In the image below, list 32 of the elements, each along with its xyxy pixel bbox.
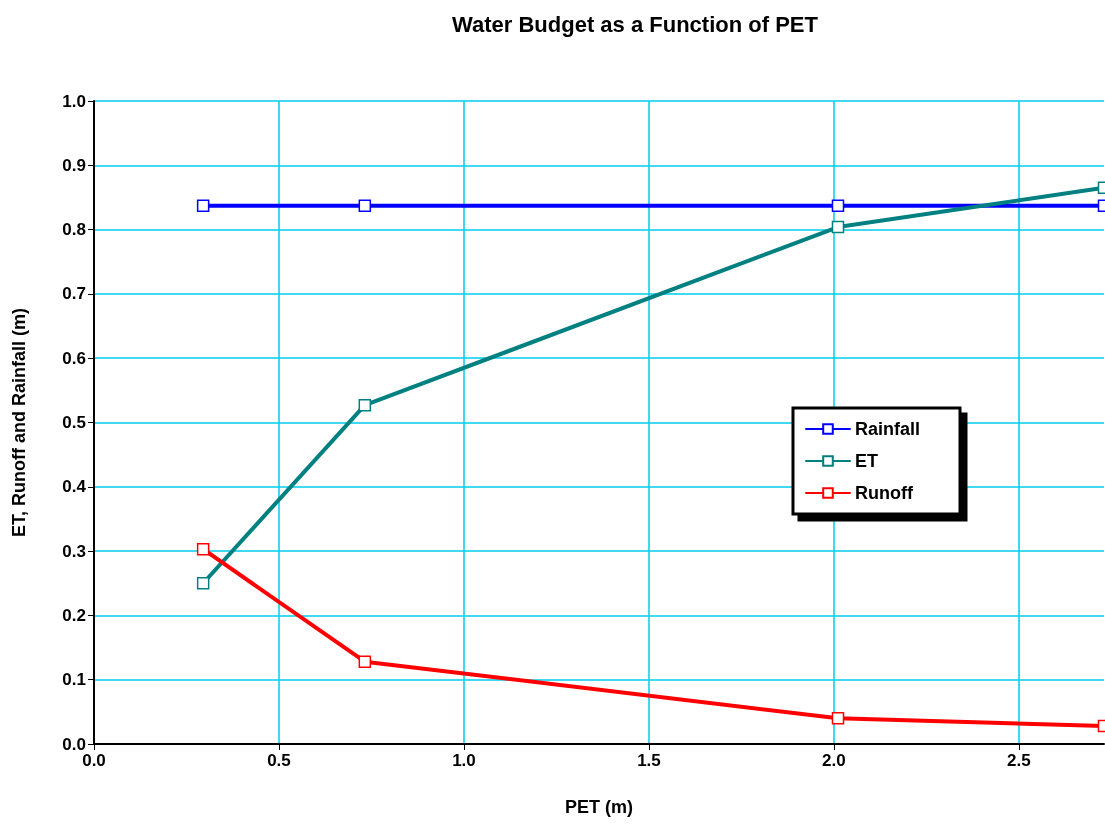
y-tick-label: 0.7: [62, 284, 86, 304]
point: [831, 220, 845, 234]
point: [358, 199, 372, 213]
y-tick-label: 0.4: [62, 477, 87, 497]
point: [831, 712, 845, 725]
y-tick-label: 0.0: [62, 734, 86, 754]
chart-title: Water Budget as a Function of PET: [452, 11, 819, 37]
legend-label: Rainfall: [854, 419, 920, 439]
y-tick-label: 0.3: [62, 541, 86, 561]
x-tick-label: 1.0: [452, 751, 476, 770]
x-axis-title: PET (m): [564, 797, 634, 817]
y-tick-label: 0.8: [62, 220, 86, 240]
point: [196, 542, 210, 556]
point: [358, 398, 372, 412]
y-tick-label: 1.0: [62, 91, 86, 111]
y-tick-label: 0.5: [62, 413, 86, 432]
y-axis-title: ET, Runoff and Rainfall (m): [9, 308, 29, 537]
legend-label: ET: [854, 451, 878, 471]
y-tick-label: 0.6: [62, 348, 86, 368]
point: [831, 199, 845, 213]
point: [196, 577, 210, 590]
x-tick-label: 2.0: [822, 751, 846, 770]
legend-label: Runoff: [854, 483, 914, 503]
x-tick-label: 1.5: [637, 751, 661, 770]
y-tick-label: 0.9: [62, 155, 86, 175]
y-tick-label: 0.2: [62, 605, 86, 625]
point: [358, 655, 372, 668]
x-tick-label: 0.5: [267, 751, 291, 770]
y-tick-label: 0.1: [62, 670, 86, 690]
x-tick-label: 0.0: [82, 751, 106, 770]
point: [196, 199, 210, 213]
x-tick-label: 2.5: [1007, 751, 1031, 770]
